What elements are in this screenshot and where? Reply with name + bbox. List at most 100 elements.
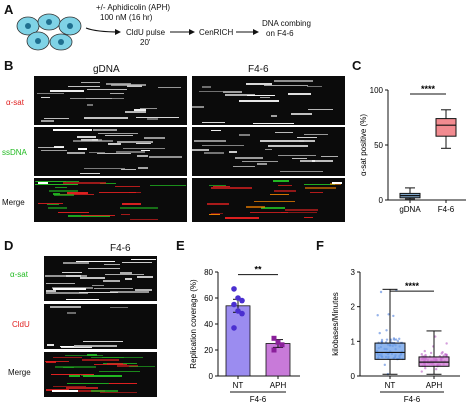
fiber-segment — [67, 382, 110, 385]
fiber-segment — [96, 152, 131, 155]
fiber-segment — [272, 180, 290, 182]
fiber-segment — [116, 151, 145, 153]
y-tick-label: 1 — [351, 337, 356, 346]
group-label: F4-6 — [250, 395, 267, 404]
fiber-segment — [79, 291, 119, 294]
micrograph-d-merge — [44, 352, 157, 397]
fiber-segment — [89, 151, 105, 154]
data-point — [239, 310, 245, 317]
fiber-segment — [264, 148, 272, 151]
fiber-segment — [98, 370, 141, 373]
x-tick-label: APH — [426, 381, 443, 390]
fiber-segment — [126, 85, 142, 87]
fiber-segment — [44, 117, 70, 120]
fiber-segment — [91, 390, 118, 392]
treatment-label-2: 100 nM (16 hr) — [100, 13, 153, 22]
fiber-segment — [254, 200, 295, 203]
fiber-segment — [80, 277, 105, 279]
fiber-segment — [207, 203, 229, 205]
micrograph-f46-asat — [192, 76, 345, 125]
col-f46-label: F4-6 — [248, 64, 269, 75]
combing-label-2: on F4-6 — [266, 29, 294, 38]
fiber-segment — [99, 191, 137, 194]
fiber-segment — [49, 90, 84, 92]
fiber-segment — [233, 165, 255, 168]
fiber-segment — [208, 184, 226, 187]
fiber-segment — [203, 152, 225, 154]
row-cldu-label-d: CldU — [12, 320, 30, 329]
row-merge-label-d: Merge — [8, 368, 31, 377]
fiber-segment — [52, 287, 94, 289]
fiber-segment — [92, 284, 104, 287]
fiber-segment — [73, 140, 113, 142]
fiber-segment — [72, 390, 105, 392]
data-point — [445, 342, 448, 345]
workflow-arrows — [85, 27, 259, 35]
fiber-segment — [40, 96, 51, 99]
scale-bar — [332, 182, 342, 184]
data-point — [445, 353, 448, 357]
fiber-segment — [192, 149, 209, 151]
fiber-segment — [110, 291, 149, 293]
fiber-segment — [245, 83, 272, 85]
y-axis-label: Replication coverage (%) — [189, 279, 198, 369]
fiber-segment — [58, 193, 94, 196]
y-tick-label: 40 — [204, 320, 213, 329]
panel-e-letter: E — [176, 238, 185, 253]
fiber-segment — [273, 80, 314, 82]
fiber-segment — [111, 84, 146, 86]
chart-e-bar: 0 20 40 60 80 Replication coverage (%) NT APH **… — [189, 265, 300, 404]
fiber-segment — [150, 184, 186, 187]
fiber-segment — [128, 365, 155, 368]
group-label: F4-6 — [404, 395, 421, 404]
x-tick-label: F4-6 — [438, 205, 455, 214]
data-point — [385, 329, 388, 332]
data-point — [271, 347, 277, 353]
fiber-segment — [242, 160, 279, 163]
fiber-segment — [63, 182, 107, 184]
fiber-segment — [211, 129, 221, 132]
fiber-segment — [278, 184, 293, 187]
fiber-segment — [82, 340, 124, 343]
fiber-segment — [198, 90, 224, 93]
significance-label: ** — [254, 265, 262, 275]
fiber-segment — [104, 273, 144, 276]
fiber-segment — [100, 182, 116, 185]
y-tick-label: 60 — [204, 294, 213, 303]
x-tick-label: gDNA — [399, 205, 421, 214]
fiber-segment — [229, 151, 238, 153]
fiber-segment — [304, 133, 328, 136]
data-point — [394, 338, 398, 341]
fiber-segment — [37, 202, 63, 205]
data-point — [420, 370, 423, 373]
fiber-segment — [51, 373, 94, 376]
pulse-label-1: CldU pulse — [126, 28, 166, 37]
fiber-segment — [68, 375, 81, 377]
micrograph-gdna-asat — [34, 76, 187, 125]
fiber-segment — [108, 382, 138, 385]
fiber-segment — [81, 214, 115, 217]
data-point — [441, 351, 444, 354]
data-point — [379, 290, 383, 294]
fiber-segment — [224, 217, 259, 219]
micrograph-gdna-ssdna — [34, 127, 187, 176]
fiber-segment — [309, 191, 323, 194]
fiber-segment — [238, 134, 251, 136]
arrow-1 — [85, 27, 121, 35]
fiber-segment — [130, 218, 159, 221]
y-axis-label: α-sat positive (%) — [359, 114, 368, 176]
data-point — [231, 325, 237, 331]
data-point — [396, 339, 400, 343]
combing-label-1: DNA combing — [262, 19, 311, 28]
fiber-segment — [311, 160, 333, 162]
data-point — [392, 337, 396, 340]
fiber-segment — [224, 94, 256, 96]
fiber-segment — [80, 172, 100, 175]
fiber-segment — [93, 287, 134, 290]
fiber-segment — [116, 141, 153, 143]
data-point — [235, 295, 241, 301]
fiber-segment — [245, 206, 266, 208]
fiber-segment — [48, 190, 78, 192]
fiber-segment — [280, 170, 323, 173]
fiber-segment — [81, 359, 120, 361]
